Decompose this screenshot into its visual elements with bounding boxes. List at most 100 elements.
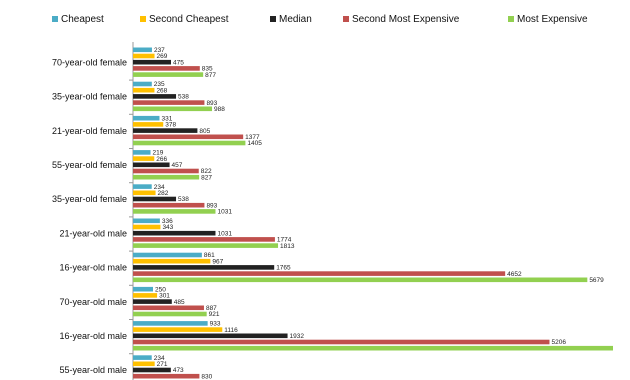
value-label: 268 [156, 87, 167, 94]
value-label: 234 [154, 184, 165, 191]
bar [133, 53, 155, 59]
value-label: 933 [210, 321, 221, 328]
bar [133, 321, 208, 326]
value-label: 331 [161, 115, 172, 122]
value-label: 1774 [277, 237, 292, 244]
category-label: 70-year-old male [59, 297, 127, 307]
bar [133, 174, 200, 180]
bar [133, 162, 170, 168]
bar [133, 339, 550, 345]
legend-swatch [140, 16, 146, 22]
bar [133, 94, 177, 99]
value-label: 301 [159, 293, 170, 300]
bar [133, 333, 288, 339]
value-label: 861 [204, 252, 215, 259]
bar [133, 293, 158, 298]
value-label: 877 [205, 72, 216, 79]
value-label: 235 [154, 81, 165, 88]
value-label: 988 [214, 106, 225, 113]
value-label: 805 [199, 128, 210, 135]
value-label: 830 [201, 373, 212, 380]
value-label: 1031 [217, 209, 232, 216]
value-label: 1932 [290, 333, 305, 340]
bar [133, 271, 506, 276]
bar [133, 156, 155, 161]
legend-label: Most Expensive [517, 14, 588, 25]
legend-label: Cheapest [61, 14, 104, 25]
legend-label: Second Cheapest [149, 14, 229, 25]
legend-label: Median [279, 14, 312, 25]
bar [133, 184, 152, 189]
value-label: 266 [156, 156, 167, 163]
value-label: 835 [202, 66, 213, 73]
value-label: 1765 [276, 265, 291, 272]
legend-swatch [508, 16, 514, 22]
value-label: 1405 [247, 140, 262, 147]
category-label: 16-year-old male [59, 331, 127, 341]
value-label: 378 [165, 122, 176, 129]
bar [133, 218, 160, 224]
bar [133, 224, 161, 230]
legend-swatch [270, 16, 276, 22]
bar [133, 202, 205, 208]
plot-area: 2372694758358772352685388939883313788051… [133, 47, 630, 380]
bar [133, 243, 279, 248]
category-label: 16-year-old male [59, 263, 127, 273]
bar [133, 47, 152, 53]
bar [133, 286, 153, 292]
bar [133, 134, 244, 140]
value-label: 269 [157, 53, 168, 60]
value-label: 887 [206, 305, 217, 312]
bar [133, 355, 152, 360]
category-label: 55-year-old male [59, 365, 127, 375]
value-label: 336 [162, 218, 173, 225]
bar [133, 252, 202, 258]
bar [133, 106, 213, 112]
category-label: 35-year-old female [52, 194, 127, 204]
value-label: 219 [153, 150, 164, 157]
legend-swatch [343, 16, 349, 22]
bar [133, 115, 160, 121]
bar [133, 367, 171, 373]
bar [133, 66, 200, 71]
category-label: 21-year-old female [52, 126, 127, 136]
value-label: 250 [155, 286, 166, 293]
value-label: 893 [206, 100, 217, 107]
legend-label: Second Most Expensive [352, 14, 460, 25]
category-label: 21-year-old male [59, 228, 127, 238]
value-label: 485 [174, 299, 185, 306]
bar [133, 373, 200, 379]
value-label: 1813 [280, 243, 295, 250]
bar [133, 190, 156, 196]
bar [133, 100, 205, 105]
value-label: 343 [162, 224, 173, 231]
value-label: 234 [154, 355, 165, 362]
value-label: 271 [157, 361, 168, 368]
bar [133, 87, 155, 93]
bar [133, 230, 216, 236]
value-label: 4652 [507, 271, 522, 278]
value-label: 473 [173, 367, 184, 374]
value-label: 967 [212, 258, 223, 265]
value-label: 893 [206, 202, 217, 209]
value-label: 475 [173, 59, 184, 66]
value-label: 457 [172, 162, 183, 169]
bar [133, 327, 223, 332]
value-label: 538 [178, 94, 189, 101]
value-label: 6000 [615, 345, 630, 352]
value-label: 827 [201, 174, 212, 181]
bar [133, 237, 275, 242]
bar [133, 122, 164, 127]
bar [133, 209, 216, 214]
value-label: 1031 [217, 230, 232, 237]
value-label: 1377 [245, 134, 260, 141]
legend-swatch [52, 16, 58, 22]
category-label: 55-year-old female [52, 160, 127, 170]
category-label: 35-year-old female [52, 92, 127, 102]
bar [133, 128, 198, 133]
bar [133, 258, 211, 264]
bar [133, 361, 155, 367]
bar [133, 265, 275, 270]
value-label: 822 [201, 168, 212, 175]
